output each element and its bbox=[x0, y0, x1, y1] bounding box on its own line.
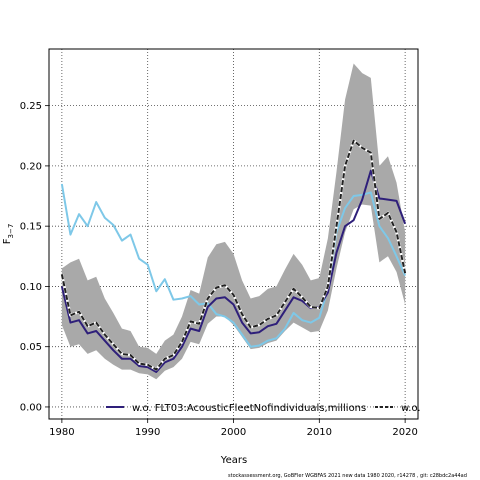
x-tick-label: 2010 bbox=[307, 427, 332, 438]
y-axis-label-subscript: 3−7 bbox=[7, 224, 15, 239]
confidence-band-layer bbox=[61, 63, 406, 380]
legend-label-flt03-removed: w.o. FLT03:AcousticFleetNofindividuals,m… bbox=[132, 403, 366, 414]
x-tick-label: 1980 bbox=[49, 427, 74, 438]
x-axis-label: Years bbox=[220, 455, 247, 466]
y-tick-label: 0.20 bbox=[20, 161, 42, 172]
y-axis-label-main: F bbox=[2, 238, 13, 244]
x-tick-label: 2000 bbox=[221, 427, 246, 438]
y-tick-label: 0.10 bbox=[20, 282, 42, 293]
series-line-light-blue bbox=[60, 183, 407, 348]
y-tick-label: 0.05 bbox=[20, 342, 42, 353]
axis-ticks: 1980 1990 2000 2010 2020 0.00 0.05 0.10 0.15 0.20… bbox=[20, 101, 418, 438]
series-line-dashed bbox=[60, 139, 407, 371]
y-axis-label: F3−7 bbox=[2, 224, 15, 245]
legend-label-dashed: w.o. bbox=[401, 403, 421, 414]
series-line-flt03-removed bbox=[60, 169, 407, 373]
x-tick-label: 1990 bbox=[135, 427, 160, 438]
footer-credit: stockassessment.org, GoBFler WGBFAS 2021… bbox=[228, 473, 467, 479]
x-tick-label: 2020 bbox=[392, 427, 417, 438]
y-tick-label: 0.25 bbox=[20, 101, 42, 112]
y-tick-label: 0.15 bbox=[20, 222, 42, 233]
legend: w.o. FLT03:AcousticFleetNofindividuals,m… bbox=[106, 403, 421, 414]
y-tick-label: 0.00 bbox=[20, 402, 42, 413]
series-layer bbox=[60, 139, 407, 373]
confidence-band bbox=[61, 63, 406, 380]
